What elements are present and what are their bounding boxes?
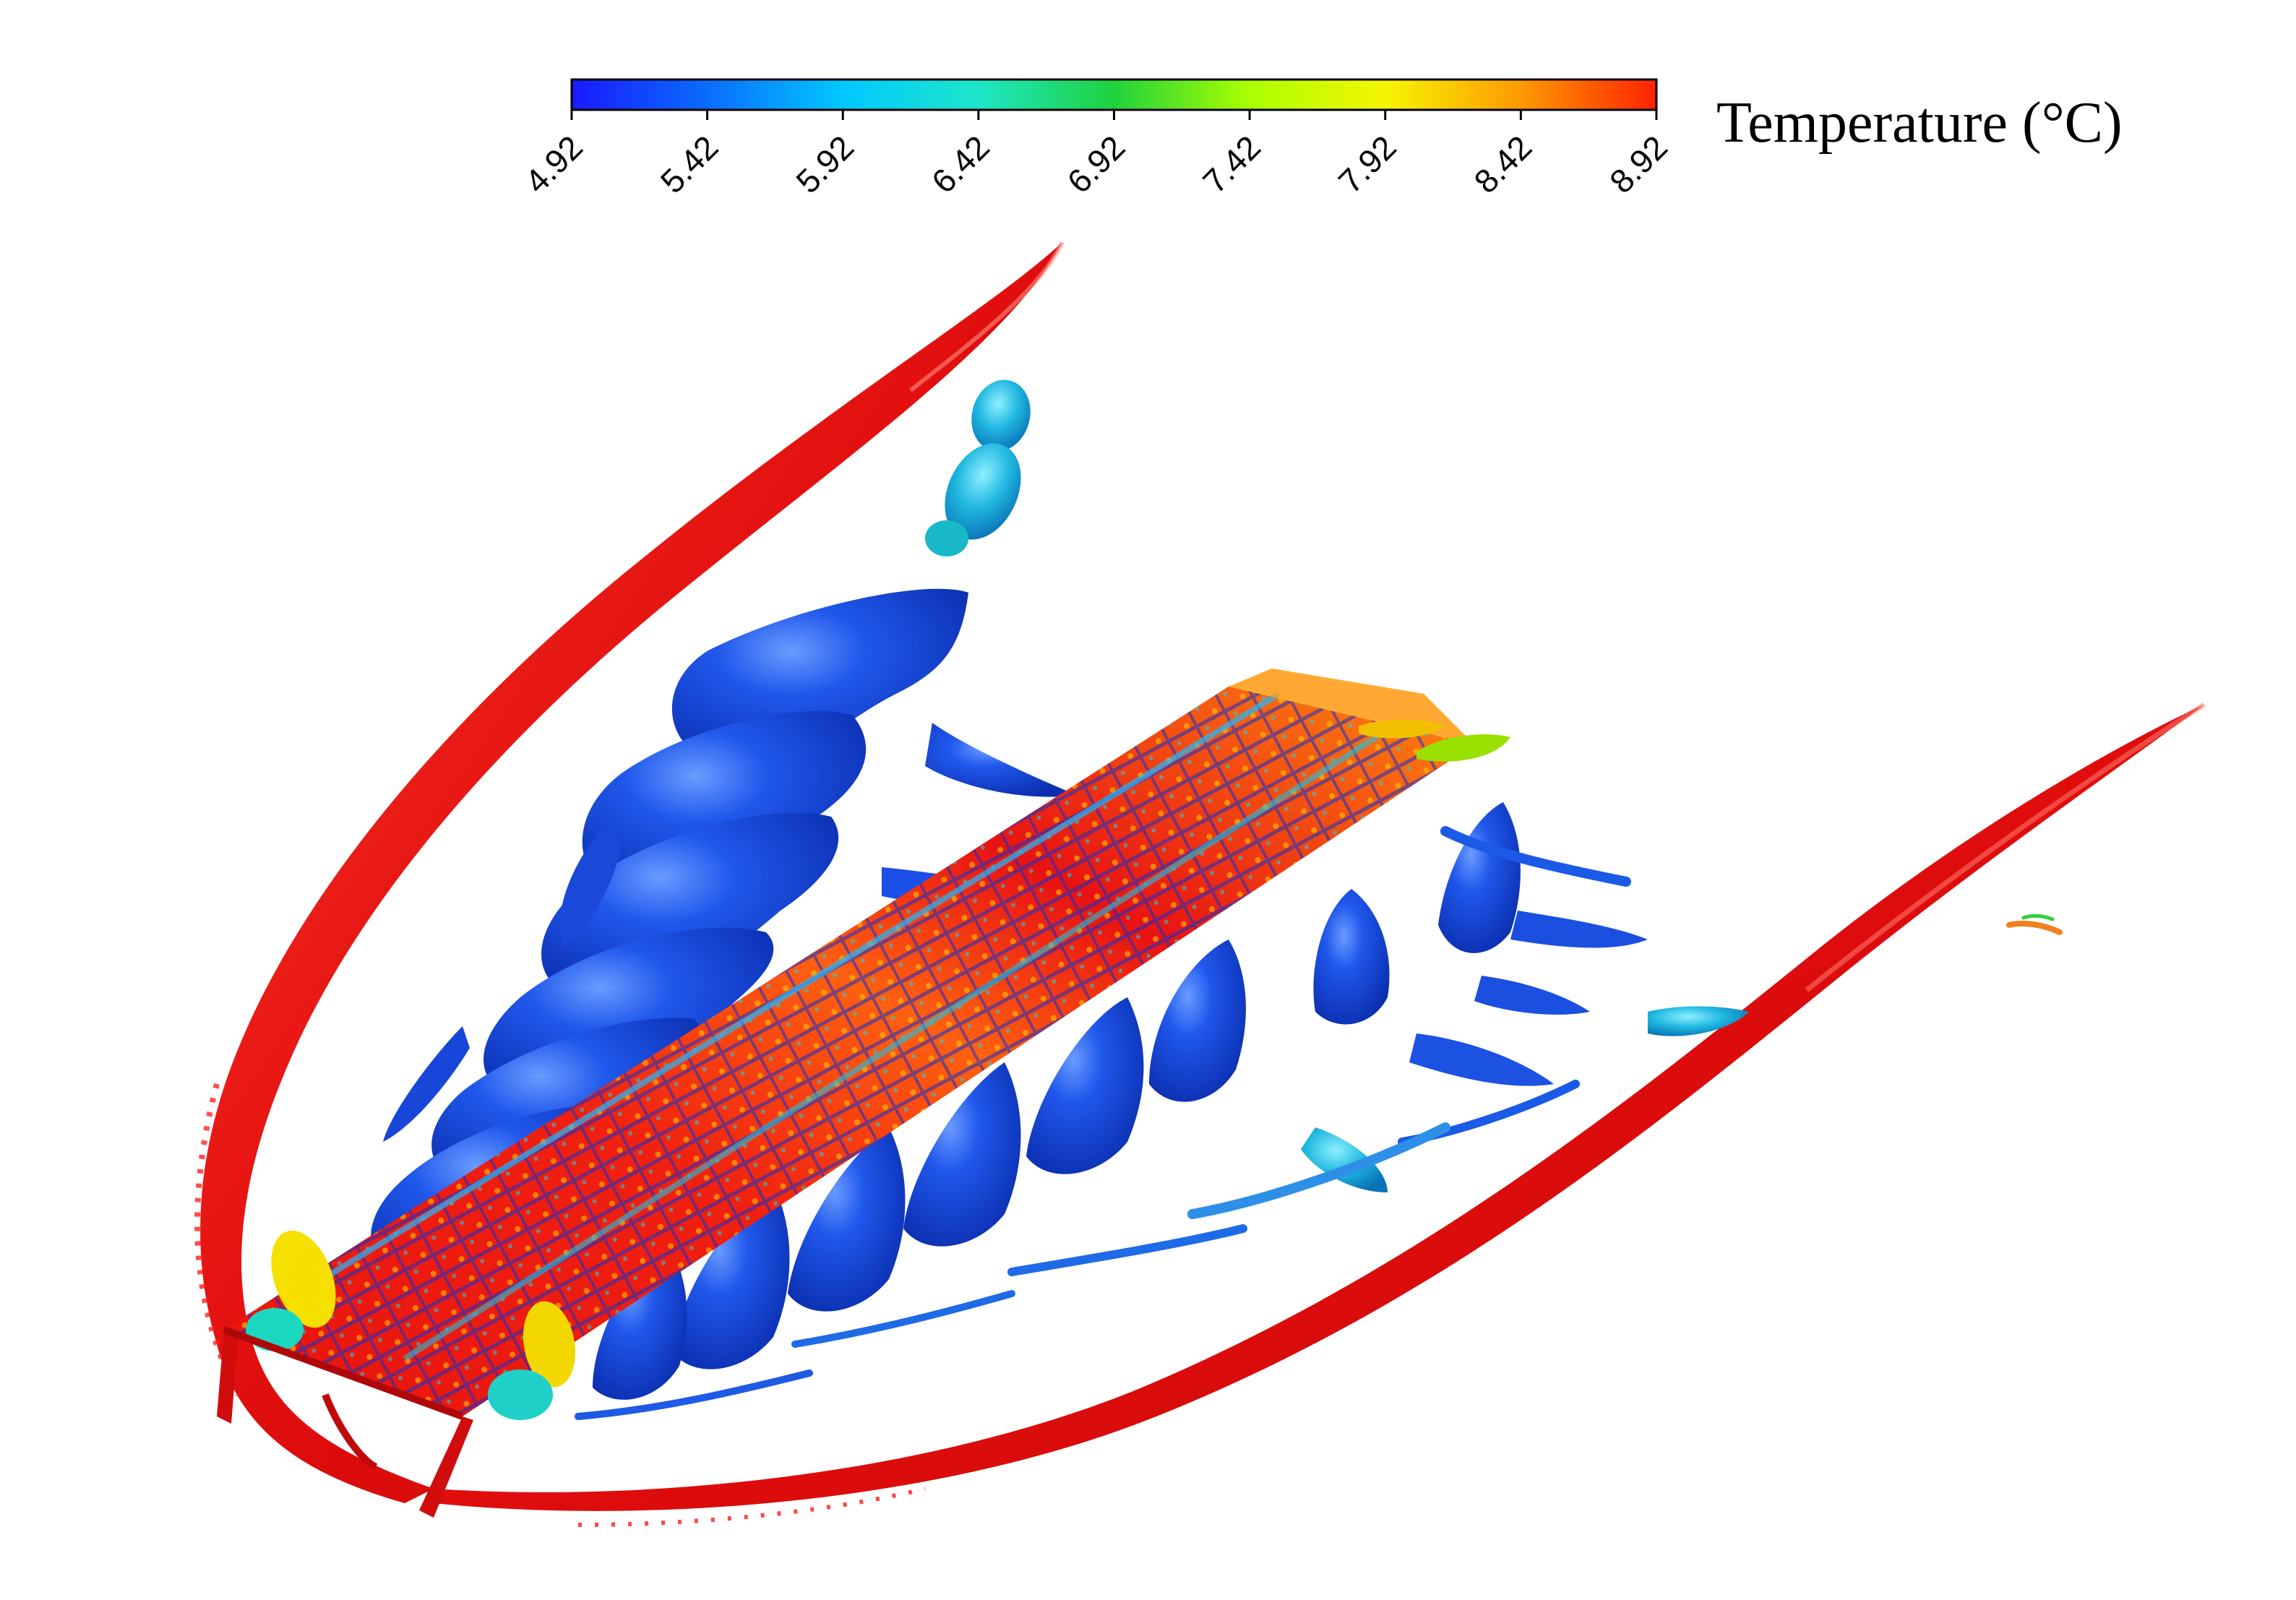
heated-deck (224, 668, 1510, 1420)
colorbar-title: Temperature (°C) (1716, 91, 2123, 155)
detached-plume-top (925, 379, 1031, 556)
colorbar-tick-label: 5.92 (788, 128, 861, 200)
colorbar-tick-label: 4.92 (517, 128, 590, 200)
colorbar-tick-label: 5.42 (653, 128, 726, 200)
colorbar-tick-label: 7.42 (1195, 128, 1268, 200)
right-thermal-shell (434, 702, 2206, 1527)
colorbar-tick-label: 7.92 (1331, 128, 1403, 200)
vortex-structures-right (575, 802, 2063, 1420)
colorbar-gradient (570, 78, 1658, 111)
colorbar-tick-label: 8.42 (1466, 128, 1539, 200)
colorbar-tick-label: 6.92 (1059, 128, 1132, 200)
colorbar: 4.92 5.42 5.92 6.42 6.92 7.42 7.92 8.42 8.92 (517, 78, 1674, 200)
colorbar-tick-label: 6.42 (924, 128, 997, 200)
left-thermal-shell (194, 241, 1065, 1503)
colorbar-tick-label: 8.92 (1602, 128, 1674, 200)
deck-supports (217, 1326, 473, 1518)
colorbar-ticks: 4.92 5.42 5.92 6.42 6.92 7.42 7.92 8.42 8.92 (517, 110, 1674, 200)
